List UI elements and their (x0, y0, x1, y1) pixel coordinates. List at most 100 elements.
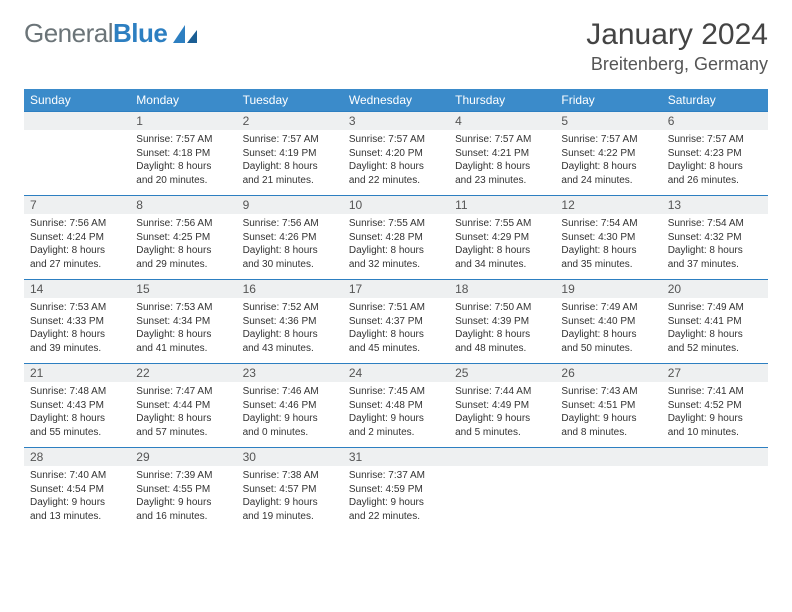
daylight-line: Daylight: 8 hours and 24 minutes. (561, 160, 655, 187)
day-details (662, 466, 768, 518)
daylight-line: Daylight: 9 hours and 13 minutes. (30, 496, 124, 523)
sunrise-line: Sunrise: 7:44 AM (455, 385, 549, 399)
sunrise-line: Sunrise: 7:49 AM (561, 301, 655, 315)
sunrise-line: Sunrise: 7:54 AM (668, 217, 762, 231)
logo: GeneralBlue (24, 18, 199, 49)
sunrise-line: Sunrise: 7:50 AM (455, 301, 549, 315)
day-number: 28 (24, 447, 130, 466)
sunset-line: Sunset: 4:55 PM (136, 483, 230, 497)
location: Breitenberg, Germany (586, 54, 768, 75)
calendar-week: 7Sunrise: 7:56 AMSunset: 4:24 PMDaylight… (24, 195, 768, 279)
sunrise-line: Sunrise: 7:57 AM (561, 133, 655, 147)
day-header: Tuesday (237, 89, 343, 111)
month-title: January 2024 (586, 18, 768, 52)
sunset-line: Sunset: 4:29 PM (455, 231, 549, 245)
day-number: 23 (237, 363, 343, 382)
calendar-cell (662, 447, 768, 531)
sunset-line: Sunset: 4:22 PM (561, 147, 655, 161)
sunrise-line: Sunrise: 7:48 AM (30, 385, 124, 399)
daylight-line: Daylight: 8 hours and 48 minutes. (455, 328, 549, 355)
day-details: Sunrise: 7:56 AMSunset: 4:26 PMDaylight:… (237, 214, 343, 279)
daylight-line: Daylight: 8 hours and 27 minutes. (30, 244, 124, 271)
day-details: Sunrise: 7:52 AMSunset: 4:36 PMDaylight:… (237, 298, 343, 363)
calendar-cell: 25Sunrise: 7:44 AMSunset: 4:49 PMDayligh… (449, 363, 555, 447)
sunrise-line: Sunrise: 7:43 AM (561, 385, 655, 399)
logo-part2: Blue (113, 18, 167, 48)
sunset-line: Sunset: 4:52 PM (668, 399, 762, 413)
title-block: January 2024 Breitenberg, Germany (586, 18, 768, 75)
sunset-line: Sunset: 4:49 PM (455, 399, 549, 413)
day-details: Sunrise: 7:39 AMSunset: 4:55 PMDaylight:… (130, 466, 236, 531)
day-number: 29 (130, 447, 236, 466)
daylight-line: Daylight: 8 hours and 30 minutes. (243, 244, 337, 271)
daylight-line: Daylight: 9 hours and 16 minutes. (136, 496, 230, 523)
calendar-cell: 6Sunrise: 7:57 AMSunset: 4:23 PMDaylight… (662, 111, 768, 195)
calendar-cell: 18Sunrise: 7:50 AMSunset: 4:39 PMDayligh… (449, 279, 555, 363)
daylight-line: Daylight: 9 hours and 8 minutes. (561, 412, 655, 439)
day-details: Sunrise: 7:43 AMSunset: 4:51 PMDaylight:… (555, 382, 661, 447)
daylight-line: Daylight: 8 hours and 22 minutes. (349, 160, 443, 187)
sunset-line: Sunset: 4:32 PM (668, 231, 762, 245)
calendar: Sunday Monday Tuesday Wednesday Thursday… (24, 89, 768, 531)
daylight-line: Daylight: 9 hours and 5 minutes. (455, 412, 549, 439)
day-details: Sunrise: 7:55 AMSunset: 4:28 PMDaylight:… (343, 214, 449, 279)
day-details: Sunrise: 7:57 AMSunset: 4:23 PMDaylight:… (662, 130, 768, 195)
sunrise-line: Sunrise: 7:57 AM (668, 133, 762, 147)
day-number: 12 (555, 195, 661, 214)
daylight-line: Daylight: 8 hours and 39 minutes. (30, 328, 124, 355)
calendar-cell: 5Sunrise: 7:57 AMSunset: 4:22 PMDaylight… (555, 111, 661, 195)
sunrise-line: Sunrise: 7:52 AM (243, 301, 337, 315)
daylight-line: Daylight: 8 hours and 35 minutes. (561, 244, 655, 271)
day-header: Sunday (24, 89, 130, 111)
day-details (24, 130, 130, 182)
day-details: Sunrise: 7:38 AMSunset: 4:57 PMDaylight:… (237, 466, 343, 531)
sunrise-line: Sunrise: 7:56 AM (136, 217, 230, 231)
sunset-line: Sunset: 4:43 PM (30, 399, 124, 413)
daylight-line: Daylight: 8 hours and 21 minutes. (243, 160, 337, 187)
daylight-line: Daylight: 8 hours and 50 minutes. (561, 328, 655, 355)
day-details: Sunrise: 7:54 AMSunset: 4:30 PMDaylight:… (555, 214, 661, 279)
day-details: Sunrise: 7:56 AMSunset: 4:24 PMDaylight:… (24, 214, 130, 279)
day-number (449, 447, 555, 466)
sunrise-line: Sunrise: 7:57 AM (455, 133, 549, 147)
daylight-line: Daylight: 8 hours and 26 minutes. (668, 160, 762, 187)
daylight-line: Daylight: 8 hours and 55 minutes. (30, 412, 124, 439)
calendar-cell: 28Sunrise: 7:40 AMSunset: 4:54 PMDayligh… (24, 447, 130, 531)
day-number: 16 (237, 279, 343, 298)
sunrise-line: Sunrise: 7:57 AM (349, 133, 443, 147)
daylight-line: Daylight: 8 hours and 37 minutes. (668, 244, 762, 271)
calendar-cell: 4Sunrise: 7:57 AMSunset: 4:21 PMDaylight… (449, 111, 555, 195)
daylight-line: Daylight: 8 hours and 43 minutes. (243, 328, 337, 355)
daylight-line: Daylight: 8 hours and 32 minutes. (349, 244, 443, 271)
daylight-line: Daylight: 9 hours and 22 minutes. (349, 496, 443, 523)
daylight-line: Daylight: 9 hours and 10 minutes. (668, 412, 762, 439)
calendar-cell (24, 111, 130, 195)
calendar-cell: 15Sunrise: 7:53 AMSunset: 4:34 PMDayligh… (130, 279, 236, 363)
day-details: Sunrise: 7:41 AMSunset: 4:52 PMDaylight:… (662, 382, 768, 447)
daylight-line: Daylight: 9 hours and 2 minutes. (349, 412, 443, 439)
day-number: 11 (449, 195, 555, 214)
day-number: 20 (662, 279, 768, 298)
day-header-row: Sunday Monday Tuesday Wednesday Thursday… (24, 89, 768, 111)
sunset-line: Sunset: 4:37 PM (349, 315, 443, 329)
sunrise-line: Sunrise: 7:39 AM (136, 469, 230, 483)
sunrise-line: Sunrise: 7:53 AM (136, 301, 230, 315)
sunset-line: Sunset: 4:41 PM (668, 315, 762, 329)
sunset-line: Sunset: 4:20 PM (349, 147, 443, 161)
calendar-cell: 31Sunrise: 7:37 AMSunset: 4:59 PMDayligh… (343, 447, 449, 531)
calendar-cell: 10Sunrise: 7:55 AMSunset: 4:28 PMDayligh… (343, 195, 449, 279)
day-number (555, 447, 661, 466)
day-details: Sunrise: 7:51 AMSunset: 4:37 PMDaylight:… (343, 298, 449, 363)
sunrise-line: Sunrise: 7:53 AM (30, 301, 124, 315)
sunset-line: Sunset: 4:19 PM (243, 147, 337, 161)
day-number: 3 (343, 111, 449, 130)
day-details: Sunrise: 7:49 AMSunset: 4:41 PMDaylight:… (662, 298, 768, 363)
sunset-line: Sunset: 4:21 PM (455, 147, 549, 161)
day-details: Sunrise: 7:57 AMSunset: 4:18 PMDaylight:… (130, 130, 236, 195)
day-details: Sunrise: 7:49 AMSunset: 4:40 PMDaylight:… (555, 298, 661, 363)
day-details (449, 466, 555, 518)
calendar-cell: 22Sunrise: 7:47 AMSunset: 4:44 PMDayligh… (130, 363, 236, 447)
calendar-cell: 16Sunrise: 7:52 AMSunset: 4:36 PMDayligh… (237, 279, 343, 363)
sunset-line: Sunset: 4:51 PM (561, 399, 655, 413)
daylight-line: Daylight: 9 hours and 19 minutes. (243, 496, 337, 523)
